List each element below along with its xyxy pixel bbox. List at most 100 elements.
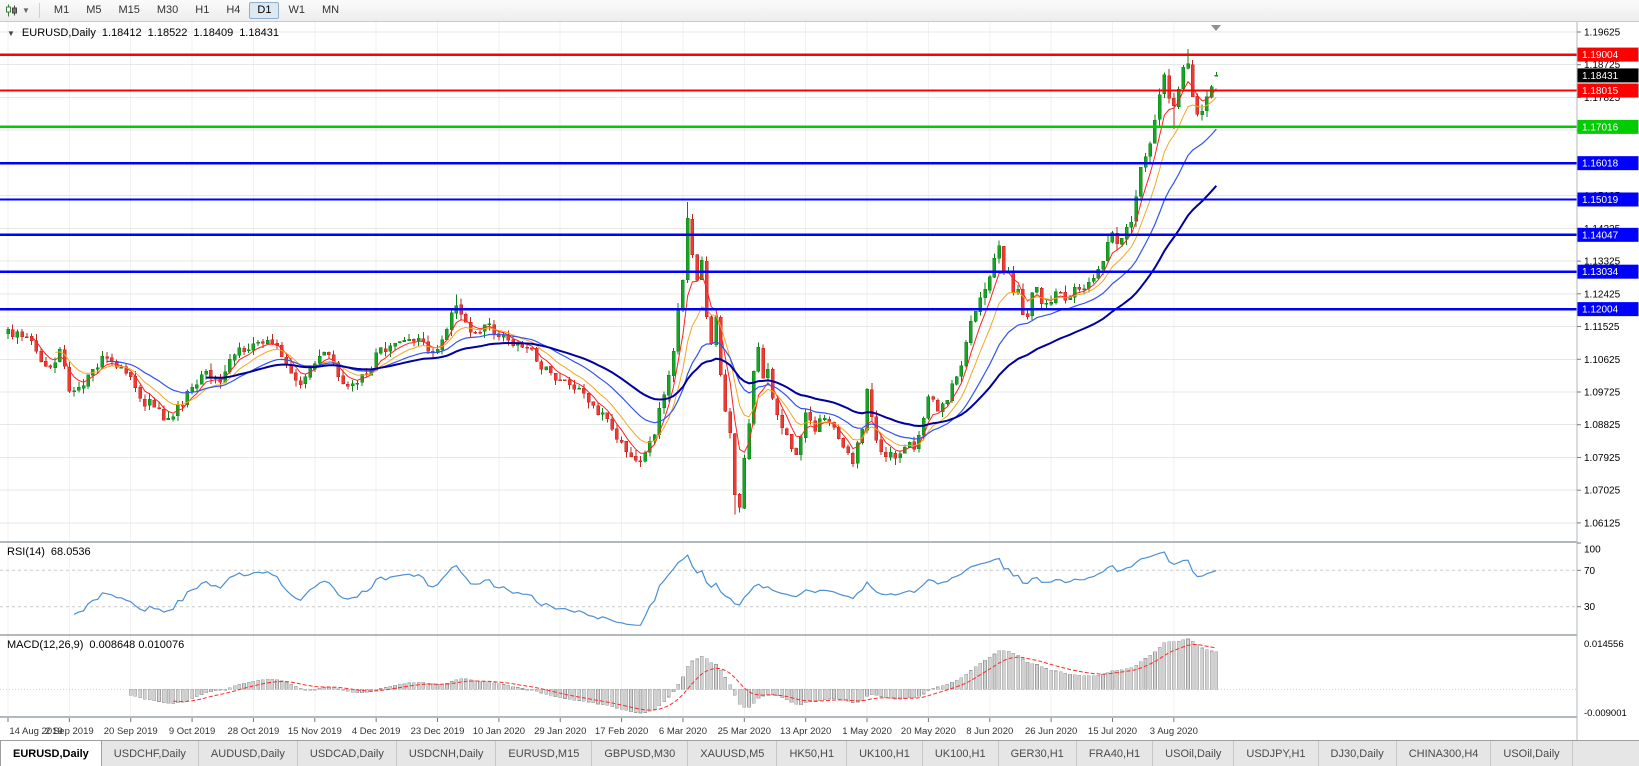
macd-indicator-label: MACD(12,26,9) 0.008648 0.010076: [7, 639, 184, 651]
svg-text:1.14047: 1.14047: [1582, 230, 1619, 241]
ohlc-low-value: 1.18409: [193, 27, 234, 39]
price-tag: 1.16018: [1577, 156, 1639, 171]
price-axis-label: 1.13325: [1584, 257, 1621, 268]
ohlc-open-value: 1.18412: [101, 27, 142, 39]
ohlc-high-value: 1.18522: [147, 27, 188, 39]
price-tag: 1.17016: [1577, 119, 1639, 134]
candlestick-series: [6, 48, 1219, 515]
chart-tab-eurusd-daily[interactable]: EURUSD,Daily: [0, 741, 102, 766]
moving-average-line-5: [31, 80, 1217, 454]
price-axis-label: 1.18725: [1584, 60, 1621, 71]
price-axis-label: 1.07925: [1584, 453, 1621, 464]
chart-tab-usdjpy-h1[interactable]: USDJPY,H1: [1234, 741, 1319, 766]
rsi-axis-label: 70: [1584, 566, 1596, 577]
chart-tab-usoil-daily[interactable]: USOil,Daily: [1491, 741, 1573, 766]
macd-histogram: [128, 638, 1219, 714]
moving-average-line-21: [107, 128, 1217, 440]
price-tag: 1.19004: [1577, 47, 1639, 62]
chart-tab-xauusd-m5[interactable]: XAUUSD,M5: [688, 741, 778, 766]
svg-text:1.18015: 1.18015: [1582, 86, 1619, 97]
time-axis-label: 2 Sep 2019: [45, 726, 94, 737]
price-tag: 1.13034: [1577, 264, 1639, 279]
price-axis-label: 1.10625: [1584, 355, 1621, 366]
time-axis-label: 6 Mar 2020: [659, 726, 707, 737]
price-tag: 1.14047: [1577, 227, 1639, 242]
chart-tab-china300-h4[interactable]: CHINA300,H4: [1396, 741, 1492, 766]
price-axis[interactable]: 1.196251.187251.178251.169251.160251.151…: [1576, 22, 1639, 740]
price-tag: 1.15019: [1577, 192, 1639, 207]
time-axis-label: 4 Dec 2019: [352, 726, 401, 737]
chart-tab-usoil-daily[interactable]: USOil,Daily: [1153, 741, 1235, 766]
timeframe-button-m30[interactable]: M30: [156, 4, 179, 16]
timeframe-button-h1[interactable]: H1: [195, 4, 210, 16]
chart-tab-gbpusd-m30[interactable]: GBPUSD,M30: [592, 741, 689, 766]
time-axis-label: 20 May 2020: [901, 726, 956, 737]
time-axis-label: 9 Oct 2019: [169, 726, 215, 737]
time-axis-label: 15 Nov 2019: [288, 726, 342, 737]
rsi-line: [73, 551, 1217, 626]
timeframe-toolbar: ▼ M1 M5 M15 M30 H1 H4 D1 W1 MN: [0, 0, 1639, 22]
chart-tab-usdcad-daily[interactable]: USDCAD,Daily: [297, 741, 397, 766]
chart-title-overlay: ▼ EURUSD,Daily 1.18412 1.18522 1.18409 1…: [7, 27, 279, 39]
symbol-period-label: EURUSD,Daily: [21, 27, 96, 39]
time-axis-label: 17 Feb 2020: [595, 726, 648, 737]
chart-tab-dj30-daily[interactable]: DJ30,Daily: [1318, 741, 1397, 766]
price-axis-label: 1.09725: [1584, 388, 1621, 399]
svg-text:1.13034: 1.13034: [1582, 267, 1619, 278]
candlestick-chart-icon[interactable]: [5, 4, 19, 17]
price-chart-canvas[interactable]: 1.196251.187251.178251.169251.160251.151…: [0, 22, 1639, 740]
macd-axis-label: -0.009001: [1584, 708, 1627, 719]
price-tag: 1.12004: [1577, 302, 1639, 317]
time-axis-label: 29 Jan 2020: [534, 726, 586, 737]
moving-average-line-10: [55, 96, 1217, 447]
time-axis-label: 13 Apr 2020: [780, 726, 831, 737]
time-axis-label: 25 Mar 2020: [718, 726, 771, 737]
time-axis-label: 20 Sep 2019: [104, 726, 158, 737]
macd-pane: [0, 638, 1577, 714]
timeframe-button-m5[interactable]: M5: [86, 4, 102, 16]
time-axis-label: 1 May 2020: [842, 726, 892, 737]
chart-menu-caret-icon[interactable]: ▼: [7, 28, 15, 38]
chart-tab-fra40-h1[interactable]: FRA40,H1: [1076, 741, 1154, 766]
time-axis-label: 26 Jun 2020: [1025, 726, 1077, 737]
price-tag: 1.18015: [1577, 83, 1639, 98]
chart-tab-usdcnh-daily[interactable]: USDCNH,Daily: [396, 741, 497, 766]
chart-shift-marker-icon[interactable]: [1211, 25, 1221, 31]
chart-tab-audusd-daily[interactable]: AUDUSD,Daily: [198, 741, 298, 766]
macd-values: 0.008648 0.010076: [89, 639, 185, 651]
chart-tab-uk100-h1[interactable]: UK100,H1: [922, 741, 999, 766]
chart-tab-usdchf-daily[interactable]: USDCHF,Daily: [101, 741, 199, 766]
svg-text:1.18431: 1.18431: [1582, 71, 1619, 82]
chart-tab-ger30-h1[interactable]: GER30,H1: [998, 741, 1077, 766]
timeframe-button-w1[interactable]: W1: [288, 4, 305, 16]
time-axis-label: 23 Dec 2019: [411, 726, 465, 737]
timeframe-buttons-group: M1 M5 M15 M30 H1 H4 D1 W1 MN: [46, 2, 347, 19]
price-tag: 1.18431: [1577, 68, 1639, 83]
time-axis-label: 15 Jul 2020: [1088, 726, 1137, 737]
chart-tab-uk100-h1[interactable]: UK100,H1: [847, 741, 923, 766]
rsi-axis-label: 30: [1584, 602, 1596, 613]
price-axis-label: 1.06125: [1584, 518, 1621, 529]
chart-type-dropdown-caret[interactable]: ▼: [22, 6, 30, 15]
candlestick-glyph: [6, 4, 17, 17]
chart-area: 1.196251.187251.178251.169251.160251.151…: [0, 22, 1639, 740]
rsi-value: 68.0536: [50, 546, 91, 558]
timeframe-button-m15[interactable]: M15: [118, 4, 140, 16]
chart-tab-hk50-h1[interactable]: HK50,H1: [777, 741, 848, 766]
timeframe-button-d1[interactable]: D1: [249, 2, 280, 19]
chart-tab-eurusd-m15[interactable]: EURUSD,M15: [496, 741, 593, 766]
chart-tabs-bar: EURUSD,Daily USDCHF,Daily AUDUSD,Daily USDC…: [0, 740, 1639, 766]
svg-text:1.16018: 1.16018: [1582, 159, 1619, 170]
toolbar-separator: [38, 3, 40, 18]
timeframe-button-m1[interactable]: M1: [53, 4, 70, 16]
timeframe-button-h4[interactable]: H4: [226, 4, 241, 16]
time-axis-label: 28 Oct 2019: [228, 726, 280, 737]
rsi-name: RSI(14): [7, 546, 45, 558]
price-axis-label: 1.17825: [1584, 93, 1621, 104]
time-axis-label: 10 Jan 2020: [473, 726, 525, 737]
timeframe-button-mn[interactable]: MN: [321, 4, 340, 16]
rsi-axis-label: 100: [1584, 545, 1601, 556]
time-axis-label: 3 Aug 2020: [1150, 726, 1198, 737]
